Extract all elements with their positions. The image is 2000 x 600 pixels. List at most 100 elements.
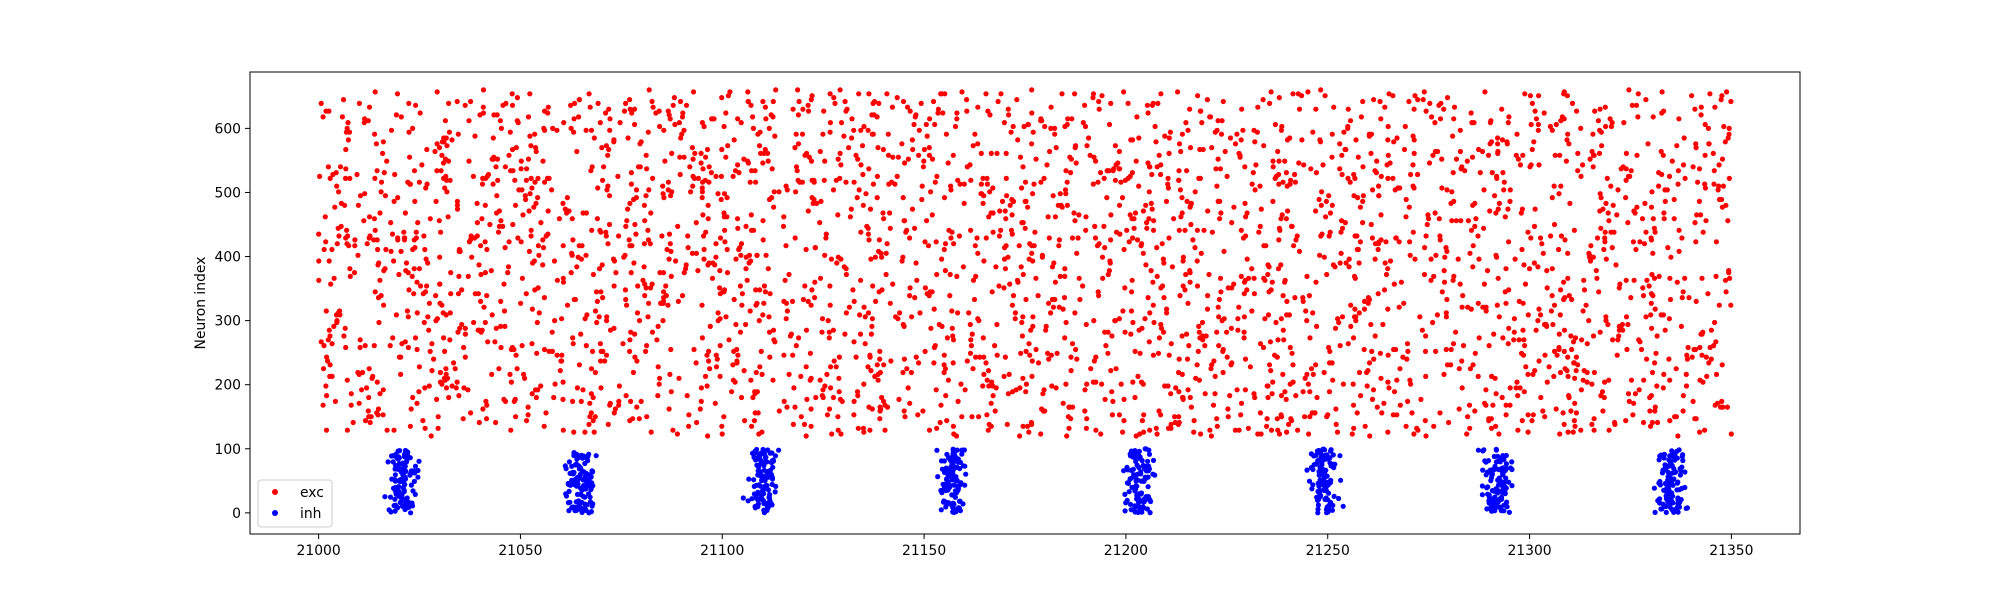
exc-spike (1503, 412, 1509, 418)
exc-spike (1195, 93, 1201, 99)
exc-spike (1291, 243, 1297, 249)
exc-spike (603, 352, 610, 358)
exc-spike (493, 419, 499, 426)
exc-spike (551, 258, 558, 264)
exc-spike (1028, 327, 1034, 333)
exc-spike (1569, 100, 1576, 106)
exc-spike (1180, 254, 1186, 260)
inh-spike (1677, 472, 1683, 478)
exc-spike (713, 173, 719, 179)
exc-spike (343, 235, 349, 241)
inh-spike (962, 482, 968, 488)
exc-spike (675, 223, 681, 229)
exc-spike (1483, 402, 1489, 408)
exc-spike (1269, 391, 1275, 397)
exc-spike (1551, 373, 1557, 379)
exc-spike (490, 156, 496, 162)
exc-spike (484, 246, 490, 253)
exc-spike (724, 195, 730, 201)
exc-spike (1052, 214, 1058, 220)
exc-spike (706, 164, 712, 170)
exc-spike (491, 112, 497, 118)
exc-spike (1600, 408, 1606, 414)
exc-spike (924, 291, 930, 297)
exc-spike (1391, 139, 1397, 145)
exc-spike (914, 277, 920, 283)
exc-spike (1503, 402, 1509, 408)
exc-spike (1708, 356, 1714, 362)
exc-spike (1280, 327, 1286, 333)
exc-spike (1525, 371, 1531, 377)
exc-spike (1633, 246, 1639, 253)
exc-spike (1580, 377, 1586, 383)
exc-spike (489, 371, 495, 377)
exc-spike (1278, 262, 1284, 268)
exc-spike (341, 333, 347, 339)
exc-spike (699, 185, 705, 191)
exc-spike (766, 329, 773, 335)
exc-spike (865, 364, 871, 370)
exc-spike (554, 127, 560, 133)
exc-spike (664, 246, 670, 253)
exc-spike (1169, 264, 1175, 270)
inh-spike (411, 468, 417, 474)
exc-spike (329, 246, 335, 253)
exc-spike (417, 110, 423, 116)
exc-spike (455, 329, 461, 335)
exc-spike (1241, 335, 1247, 341)
exc-spike (667, 241, 673, 247)
exc-spike (763, 116, 769, 122)
exc-spike (508, 346, 514, 353)
exc-spike (1654, 419, 1661, 426)
legend-label-exc: exc (300, 485, 324, 501)
exc-spike (646, 187, 652, 193)
exc-spike (1401, 146, 1408, 153)
exc-spike (697, 406, 703, 412)
exc-spike (412, 198, 418, 204)
inh-spike (582, 460, 588, 467)
exc-spike (347, 273, 353, 279)
exc-spike (346, 129, 353, 135)
exc-spike (1592, 108, 1598, 114)
exc-spike (1105, 350, 1111, 356)
exc-spike (1021, 123, 1027, 130)
inh-spike (1657, 478, 1663, 485)
exc-spike (1326, 389, 1333, 395)
exc-spike (510, 221, 516, 228)
exc-spike (1003, 216, 1009, 222)
exc-spike (1410, 133, 1416, 139)
exc-spike (1418, 396, 1424, 402)
exc-spike (1423, 108, 1429, 114)
exc-spike (800, 106, 806, 112)
exc-spike (1535, 264, 1541, 270)
exc-spike (1241, 329, 1247, 335)
exc-spike (526, 248, 533, 254)
exc-spike (668, 273, 674, 279)
inh-spike (1310, 482, 1316, 488)
exc-spike (861, 304, 867, 310)
exc-spike (1129, 277, 1135, 283)
exc-spike (372, 131, 378, 137)
exc-spike (421, 319, 427, 326)
exc-spike (941, 195, 948, 201)
exc-spike (513, 414, 519, 420)
exc-spike (842, 331, 848, 337)
exc-spike (901, 323, 907, 329)
exc-spike (1680, 408, 1686, 414)
exc-spike (679, 293, 686, 299)
exc-spike (531, 204, 537, 210)
exc-spike (739, 291, 746, 297)
exc-spike (1304, 371, 1310, 377)
exc-spike (455, 131, 461, 137)
exc-spike (1640, 293, 1647, 299)
exc-spike (1470, 362, 1476, 368)
exc-spike (1667, 275, 1673, 281)
exc-spike (594, 298, 601, 304)
exc-spike (795, 112, 802, 118)
exc-spike (680, 110, 686, 116)
exc-spike (447, 310, 453, 316)
exc-spike (1684, 356, 1690, 362)
exc-spike (1381, 400, 1387, 406)
exc-spike (1404, 356, 1410, 362)
exc-spike (993, 264, 999, 270)
